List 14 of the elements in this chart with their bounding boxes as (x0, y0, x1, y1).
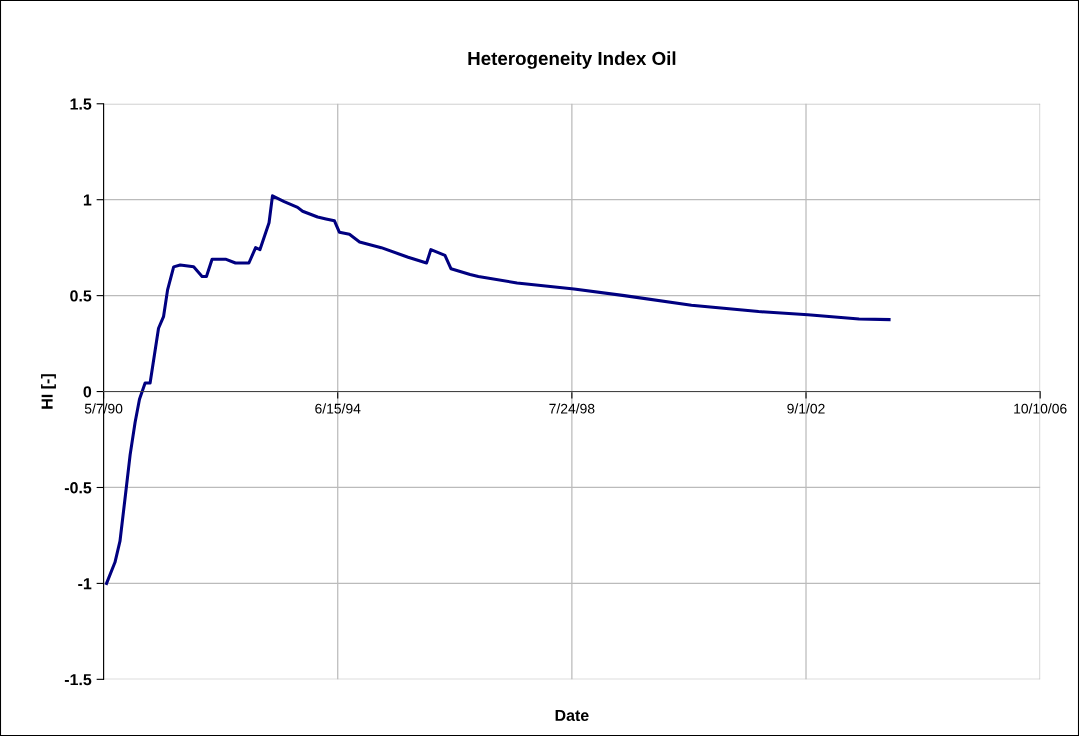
y-tick-label: -0.5 (64, 482, 92, 494)
x-tick-label: 7/24/98 (549, 403, 595, 414)
x-tick-label: 6/15/94 (315, 403, 361, 414)
y-tick-label: 1 (83, 194, 92, 206)
y-axis-title: HI [-] (41, 374, 56, 409)
x-tick-label: 9/1/02 (787, 403, 825, 414)
y-tick-label: -1 (78, 578, 92, 590)
y-tick-label: -1.5 (64, 674, 92, 686)
chart-title: Heterogeneity Index Oil (468, 51, 676, 69)
y-tick-label: 1.5 (70, 98, 92, 110)
y-tick-label: 0.5 (70, 290, 92, 302)
x-tick-label: 10/10/06 (1014, 403, 1067, 414)
y-tick-label: 0 (83, 386, 92, 398)
x-axis-title: Date (555, 709, 589, 722)
